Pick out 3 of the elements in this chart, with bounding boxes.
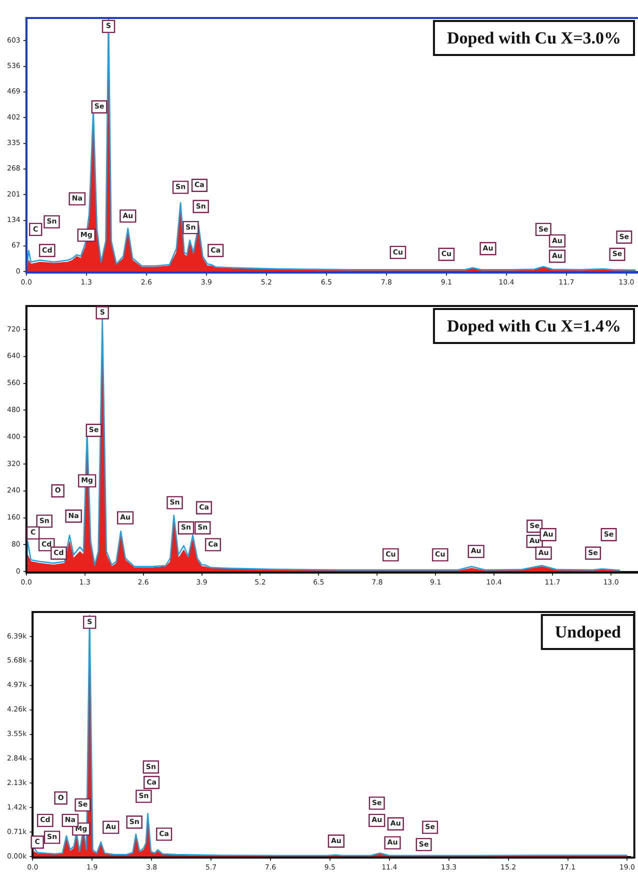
text: Doped with Cu X=1.4% <box>446 316 621 336</box>
text: Doped with Cu X=3.0% <box>446 28 621 48</box>
text: Undoped <box>554 622 622 642</box>
